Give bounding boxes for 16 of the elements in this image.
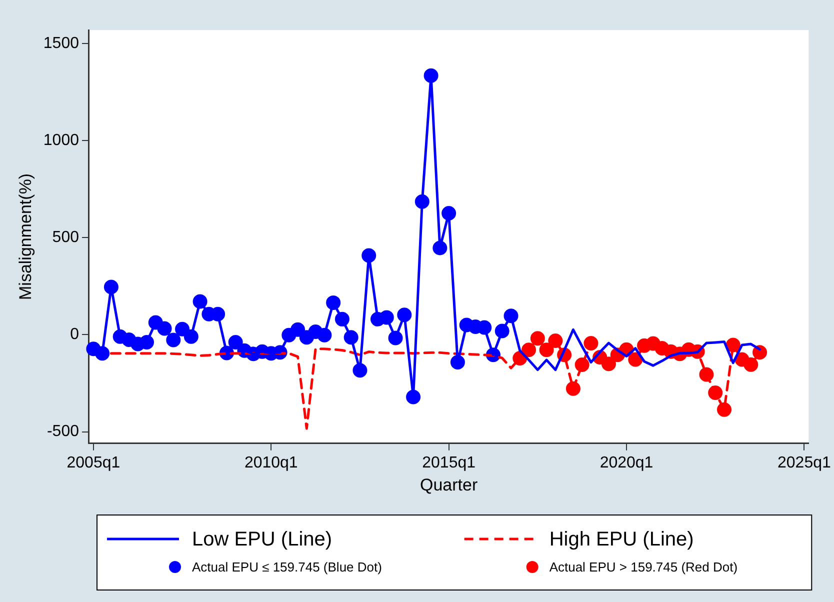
x-axis-title: Quarter (420, 475, 478, 494)
x-tick-label: 2010q1 (244, 454, 298, 472)
y-tick-label: 1500 (43, 34, 80, 52)
y-tick-label: -500 (46, 423, 80, 440)
legend-label: Low EPU (Line) (192, 528, 332, 551)
y-axis-title: Misalignment(%) (16, 173, 35, 300)
x-tick-label: 2005q1 (66, 454, 120, 472)
y-tick-label: 500 (52, 229, 80, 246)
legend-label: Actual EPU > 159.745 (Red Dot) (549, 560, 738, 575)
y-tick-label: 1000 (43, 132, 80, 150)
x-tick-label: 2025q1 (778, 454, 831, 472)
x-tick-label: 2015q1 (422, 454, 476, 472)
legend-label: Actual EPU ≤ 159.745 (Blue Dot) (192, 560, 382, 575)
y-tick-label: 0 (70, 326, 80, 344)
x-tick-label: 2020q1 (600, 454, 654, 472)
legend-label: High EPU (Line) (549, 528, 694, 551)
